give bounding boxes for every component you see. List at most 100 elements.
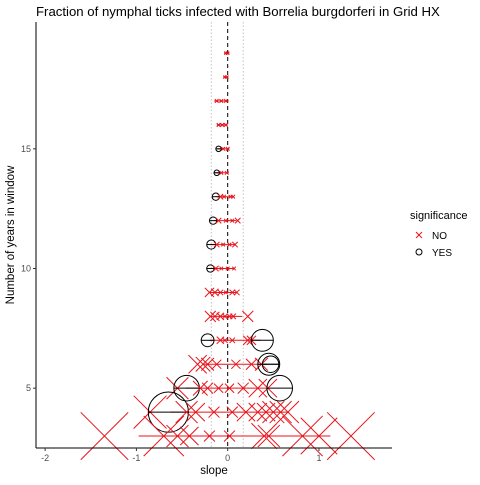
cross-stroke xyxy=(211,359,222,370)
non-significant-point xyxy=(226,406,239,418)
cross-stroke xyxy=(256,402,276,422)
non-significant-point xyxy=(276,400,300,424)
non-significant-point xyxy=(231,266,237,271)
significant-point xyxy=(206,239,217,250)
significant-point xyxy=(211,192,220,201)
cross-stroke xyxy=(217,289,224,296)
cross-stroke xyxy=(234,217,241,224)
cross-stroke xyxy=(230,359,241,370)
cross-stroke xyxy=(248,402,268,422)
non-significant-point xyxy=(211,359,222,370)
cross-stroke xyxy=(208,406,220,418)
x-tick-label: -1 xyxy=(132,453,140,463)
non-significant-point xyxy=(225,146,230,152)
non-significant-point xyxy=(203,430,216,442)
non-significant-point xyxy=(220,242,226,247)
cross-stroke xyxy=(216,122,221,128)
non-significant-point xyxy=(230,359,241,370)
non-significant-point xyxy=(230,194,236,199)
non-significant-point xyxy=(257,424,281,448)
cross-stroke xyxy=(223,122,229,128)
non-significant-point xyxy=(201,382,214,394)
non-significant-point xyxy=(224,383,235,394)
cross-stroke xyxy=(214,98,219,104)
cross-stroke xyxy=(219,98,224,104)
non-significant-point xyxy=(179,426,199,446)
cross-stroke xyxy=(276,400,300,424)
cross-stroke xyxy=(230,313,237,320)
cross-stroke xyxy=(213,241,220,248)
cross-stroke xyxy=(229,289,236,296)
non-significant-point xyxy=(223,218,229,223)
non-significant-point xyxy=(245,358,258,371)
cross-stroke xyxy=(179,426,199,446)
non-significant-point xyxy=(248,402,268,422)
cross-stroke xyxy=(220,122,225,128)
cross-stroke xyxy=(224,170,229,175)
cross-stroke xyxy=(282,415,323,457)
cross-stroke xyxy=(221,194,227,199)
non-significant-point xyxy=(225,51,230,56)
cross-stroke xyxy=(257,424,281,448)
non-significant-point xyxy=(234,217,241,224)
cross-stroke xyxy=(213,383,224,394)
cross-stroke xyxy=(223,98,229,104)
legend-yes-icon xyxy=(415,248,423,256)
non-significant-point xyxy=(220,122,225,128)
cross-stroke xyxy=(221,313,229,320)
cross-stroke xyxy=(166,424,189,448)
cross-stroke xyxy=(192,380,208,396)
non-significant-point xyxy=(231,241,239,248)
significant-point xyxy=(215,145,222,153)
x-axis-label: slope xyxy=(200,465,228,477)
cross-stroke xyxy=(223,290,229,295)
significant-point xyxy=(213,169,220,177)
chart-title: Fraction of nymphal ticks infected with … xyxy=(36,4,440,19)
cross-stroke xyxy=(215,217,222,224)
non-significant-point xyxy=(229,289,236,296)
non-significant-point xyxy=(282,415,323,457)
legend-no-icon xyxy=(415,231,423,239)
non-significant-point xyxy=(237,382,250,394)
plot-area xyxy=(80,22,376,461)
cross-stroke xyxy=(230,218,235,223)
legend-label-no: NO xyxy=(432,231,447,242)
cross-stroke xyxy=(80,411,129,461)
non-significant-point xyxy=(229,337,236,344)
non-significant-point xyxy=(143,415,185,457)
x-tick-label: -2 xyxy=(41,453,49,463)
cross-stroke xyxy=(220,146,226,152)
legend-items: NO YES xyxy=(415,231,452,259)
non-significant-point xyxy=(242,335,253,346)
y-axis-label: Number of years in window xyxy=(5,165,17,304)
cross-stroke xyxy=(223,218,229,223)
cross-stroke xyxy=(231,241,239,248)
significant-point xyxy=(173,374,200,402)
non-significant-point xyxy=(224,75,229,79)
cross-stroke xyxy=(221,337,229,344)
legend-label-yes: YES xyxy=(432,248,452,259)
legend: significance NO YES xyxy=(410,210,467,259)
cross-stroke xyxy=(229,337,236,344)
cross-stroke xyxy=(237,382,250,394)
non-significant-point xyxy=(248,378,268,398)
non-significant-point xyxy=(326,411,376,461)
cross-stroke xyxy=(241,310,254,323)
cross-stroke xyxy=(225,146,230,152)
non-significant-point xyxy=(175,400,198,424)
non-significant-point xyxy=(269,400,292,424)
cross-stroke xyxy=(248,378,268,398)
non-significant-point xyxy=(166,424,189,448)
cross-stroke xyxy=(203,430,216,442)
non-significant-point xyxy=(223,122,229,128)
cross-stroke xyxy=(186,402,206,422)
cross-stroke xyxy=(225,51,230,56)
cross-stroke xyxy=(245,358,258,371)
significant-point xyxy=(266,374,294,402)
cross-stroke xyxy=(195,356,211,372)
non-significant-point xyxy=(195,356,211,372)
non-significant-point xyxy=(256,402,276,422)
non-significant-point xyxy=(213,383,224,394)
non-significant-point xyxy=(208,406,220,418)
non-significant-point xyxy=(188,354,208,374)
